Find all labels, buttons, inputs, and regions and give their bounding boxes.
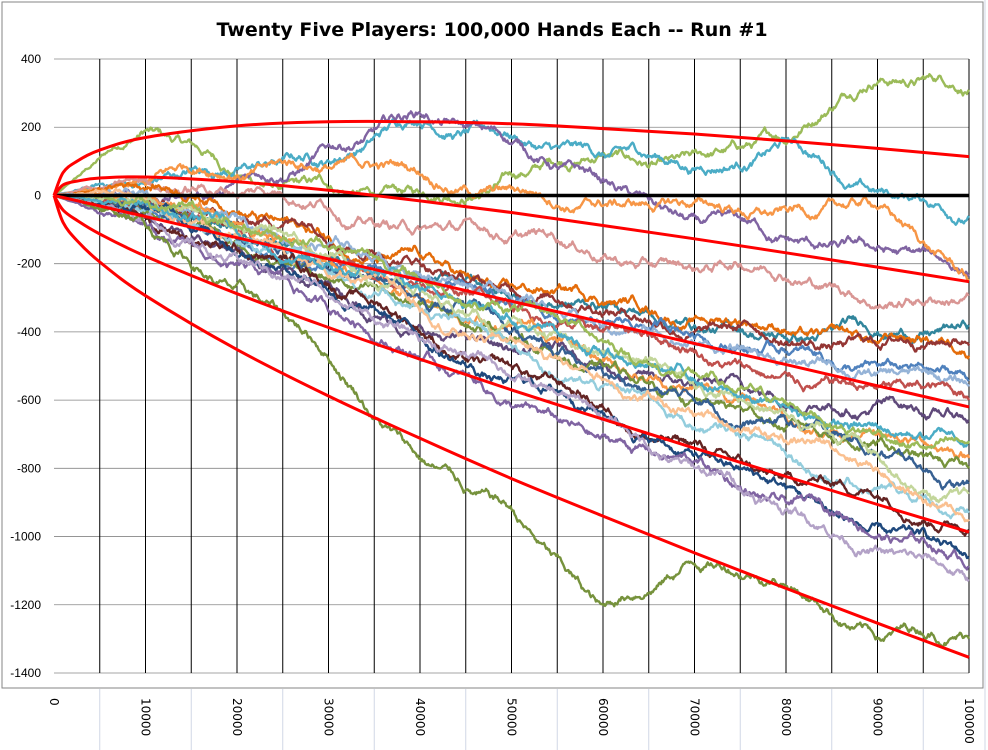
reference-curve-3 [53, 193, 970, 409]
series-group [53, 72, 971, 649]
reference-curve-2 [52, 175, 970, 284]
y-tick-label: -1200 [10, 598, 41, 612]
y-tick-label: -1400 [10, 666, 41, 680]
y-tick-label: -200 [17, 257, 41, 271]
series-line-2 [53, 118, 970, 226]
series-line-7 [53, 181, 971, 360]
series-line-18 [53, 187, 970, 523]
series-line-1 [53, 72, 971, 207]
series-line-25 [53, 193, 971, 451]
reference-curve-1 [52, 119, 970, 196]
series-line-3 [53, 110, 971, 278]
spreadsheet-cells [99, 0, 986, 750]
series-line-5 [53, 175, 970, 310]
x-axis-ticks: 0 10000 20000 30000 40000 50000 60000 70000 8000… [47, 698, 976, 744]
series-line-8 [53, 194, 971, 353]
x-tick-label: 70000 [688, 698, 702, 736]
y-tick-label: -800 [17, 461, 41, 475]
y-axis-ticks: 400 200 0 -200 -400 -600 -800 -1000 -1200 -1400 [10, 52, 41, 680]
x-tick-label: 30000 [322, 698, 336, 736]
y-tick-label: 0 [34, 188, 41, 202]
series-line-16 [53, 194, 970, 504]
y-tick-label: 200 [21, 120, 41, 134]
x-tick-label: 50000 [505, 698, 519, 736]
x-tick-label: 0 [47, 698, 61, 706]
series-line-21 [53, 194, 970, 571]
x-tick-label: 100000 [962, 698, 976, 744]
y-tick-label: -600 [17, 393, 41, 407]
x-tick-label: 10000 [139, 698, 153, 736]
reference-curve-4 [52, 194, 970, 534]
x-tick-label: 80000 [779, 698, 793, 736]
reference-curves [52, 119, 970, 659]
chart-title: Twenty Five Players: 100,000 Hands Each … [216, 19, 767, 41]
y-tick-label: -400 [17, 325, 41, 339]
x-tick-label: 60000 [596, 698, 610, 736]
series-line-10 [53, 187, 971, 388]
y-tick-label: -1000 [10, 530, 41, 544]
x-tick-label: 40000 [413, 698, 427, 736]
x-tick-label: 90000 [871, 698, 885, 736]
series-line-19 [53, 194, 970, 537]
x-tick-label: 20000 [230, 698, 244, 736]
reference-curve-5 [52, 194, 970, 659]
series-line-4 [53, 152, 970, 282]
series-line-15 [53, 194, 970, 491]
y-tick-label: 400 [21, 52, 41, 66]
series-line-22 [53, 194, 970, 583]
